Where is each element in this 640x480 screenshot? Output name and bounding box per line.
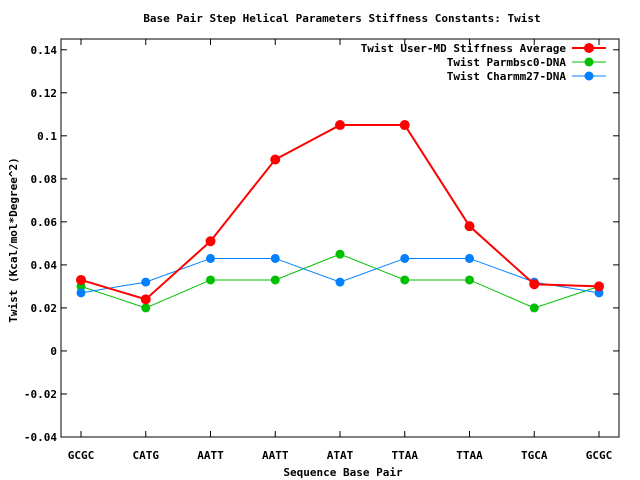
x-axis: GCGC CATG AATT AATT ATAT TTAA TTAA TGCA GCGC (68, 39, 613, 462)
data-point (140, 294, 151, 305)
y-tick-label: 0.12 (31, 87, 58, 100)
y-tick-label: -0.04 (24, 431, 57, 444)
data-point (206, 253, 215, 263)
y-axis: -0.04 -0.02 0 0.02 0.04 0.06 0.08 0.1 0.12 0.14 (24, 44, 619, 444)
data-point (465, 253, 474, 263)
legend-marker (584, 57, 594, 67)
x-tick-label: AATT (197, 449, 224, 462)
data-point (335, 277, 345, 287)
data-point (141, 277, 151, 287)
data-point (205, 236, 216, 247)
data-point (399, 120, 410, 131)
y-tick-label: 0.08 (31, 173, 58, 186)
data-point (400, 253, 410, 263)
y-tick-label: 0.04 (31, 259, 58, 272)
y-tick-label: 0.06 (31, 216, 58, 229)
data-point (76, 288, 86, 298)
data-point (465, 275, 474, 285)
legend-label: Twist Parmbsc0-DNA (447, 56, 567, 69)
y-axis-label: Twist (Kcal/mol*Degree^2) (7, 157, 20, 323)
y-tick-label: 0.02 (31, 302, 58, 315)
x-tick-label: CATG (133, 449, 160, 462)
legend-marker (584, 71, 594, 81)
legend-marker (584, 43, 594, 53)
data-point (76, 274, 86, 285)
x-tick-label: ATAT (327, 449, 354, 462)
data-point (529, 279, 540, 290)
plot-frame (60, 38, 620, 438)
y-tick-label: 0.1 (37, 130, 57, 143)
data-point (270, 154, 281, 165)
x-tick-label: TTAA (392, 449, 419, 462)
y-tick-label: 0 (50, 345, 57, 358)
x-tick-label: TGCA (521, 449, 548, 462)
data-point (464, 221, 475, 232)
series-layer (76, 120, 604, 313)
x-tick-label: GCGC (68, 449, 95, 462)
series-line (80, 124, 600, 301)
chart-title: Base Pair Step Helical Parameters Stiffn… (143, 12, 540, 25)
y-tick-label: -0.02 (24, 388, 57, 401)
y-tick-label: 0.14 (31, 44, 58, 57)
x-tick-label: AATT (262, 449, 289, 462)
data-point (270, 253, 280, 263)
data-point (400, 275, 410, 285)
data-point (335, 120, 345, 131)
data-point (594, 281, 604, 292)
data-point (206, 275, 215, 285)
data-point (529, 303, 539, 313)
data-point (141, 303, 151, 313)
x-tick-label: GCGC (586, 449, 613, 462)
x-axis-label: Sequence Base Pair (283, 466, 403, 479)
legend-label: Twist User-MD Stiffness Average (361, 42, 567, 55)
data-point (270, 275, 280, 285)
legend-label: Twist Charmm27-DNA (447, 70, 567, 83)
x-tick-label: TTAA (456, 449, 483, 462)
data-point (335, 249, 345, 259)
